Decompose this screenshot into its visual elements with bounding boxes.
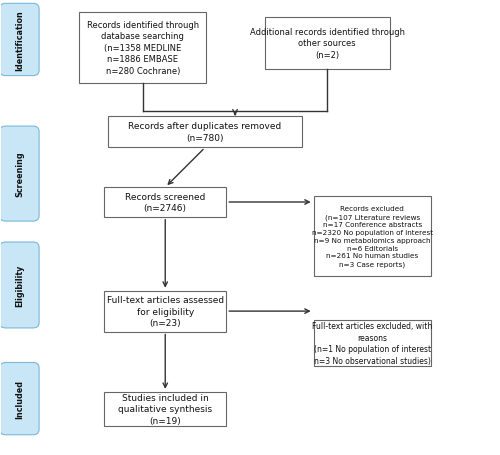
FancyBboxPatch shape xyxy=(265,18,390,70)
FancyBboxPatch shape xyxy=(0,127,39,222)
FancyBboxPatch shape xyxy=(104,291,226,332)
Text: Records after duplicates removed
(n=780): Records after duplicates removed (n=780) xyxy=(128,122,282,142)
FancyBboxPatch shape xyxy=(0,243,39,328)
FancyBboxPatch shape xyxy=(108,116,302,148)
Text: Full-text articles assessed
for eligibility
(n=23): Full-text articles assessed for eligibil… xyxy=(106,295,224,327)
Text: Included: Included xyxy=(15,379,24,418)
FancyBboxPatch shape xyxy=(104,392,226,426)
FancyBboxPatch shape xyxy=(314,320,430,366)
Text: Full-text articles excluded, with
reasons
(n=1 No population of interest
n=3 No : Full-text articles excluded, with reason… xyxy=(312,322,432,365)
Text: Eligibility: Eligibility xyxy=(15,264,24,307)
Text: Identification: Identification xyxy=(15,10,24,71)
Text: Screening: Screening xyxy=(15,152,24,197)
Text: Records identified through
database searching
(n=1358 MEDLINE
n=1886 EMBASE
n=28: Records identified through database sear… xyxy=(86,21,199,76)
FancyBboxPatch shape xyxy=(104,188,226,217)
FancyBboxPatch shape xyxy=(0,363,39,435)
FancyBboxPatch shape xyxy=(79,13,206,83)
FancyBboxPatch shape xyxy=(0,4,39,76)
Text: Additional records identified through
other sources
(n=2): Additional records identified through ot… xyxy=(250,28,405,60)
FancyBboxPatch shape xyxy=(314,197,430,276)
Text: Records screened
(n=2746): Records screened (n=2746) xyxy=(125,192,206,213)
Text: Records excluded
(n=107 Literature reviews
n=17 Conference abstracts
n=2320 No p: Records excluded (n=107 Literature revie… xyxy=(312,206,432,267)
Text: Studies included in
qualitative synthesis
(n=19): Studies included in qualitative synthesi… xyxy=(118,393,212,425)
